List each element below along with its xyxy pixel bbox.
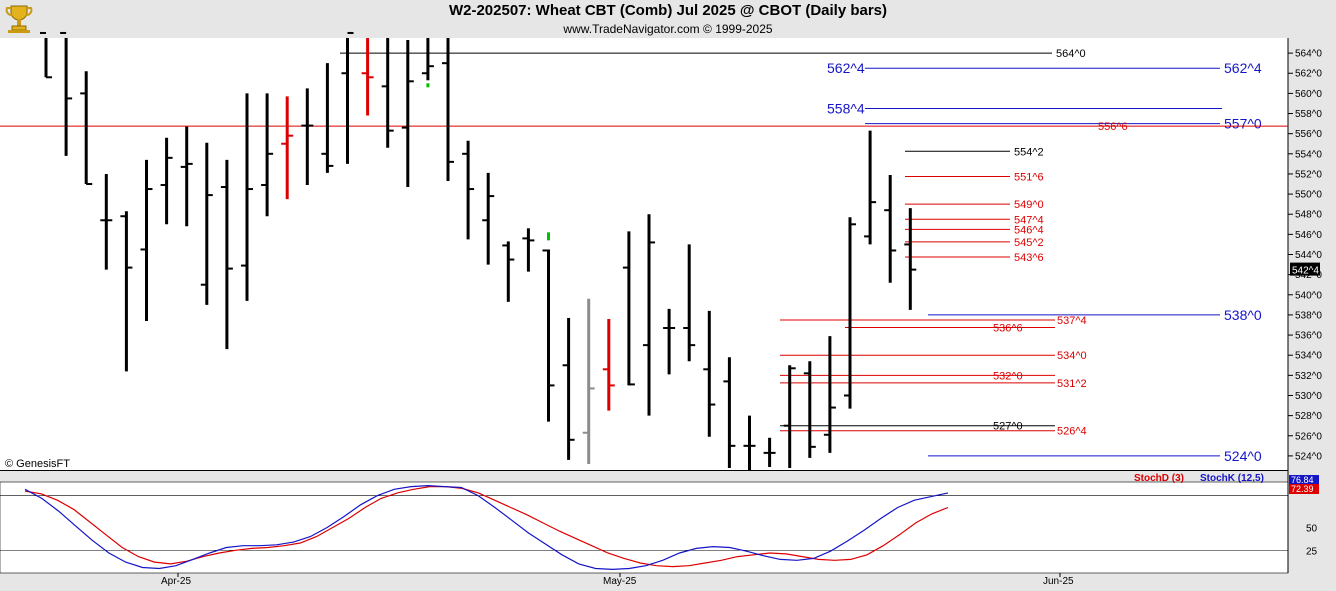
price-tick-label: 552^0 bbox=[1295, 169, 1322, 180]
level-label: 547^4 bbox=[1014, 214, 1044, 226]
price-tick-label: 556^0 bbox=[1295, 129, 1322, 140]
stoch-k-value: 76.84 bbox=[1291, 475, 1314, 485]
price-tick-label: 528^0 bbox=[1295, 411, 1322, 422]
stoch-tick-label: 25 bbox=[1306, 546, 1318, 557]
ohlc-bars bbox=[40, 31, 917, 470]
level-label: 536^6 bbox=[993, 323, 1023, 335]
stoch-legend-k: StochK (12,5) bbox=[1200, 473, 1264, 484]
price-tick-label: 544^0 bbox=[1295, 250, 1322, 261]
price-tick-label: 534^0 bbox=[1295, 351, 1322, 362]
time-tick-label: May-25 bbox=[603, 576, 637, 587]
level-label: 551^6 bbox=[1014, 171, 1044, 183]
level-label: 557^0 bbox=[1224, 116, 1262, 132]
price-tick-label: 530^0 bbox=[1295, 391, 1322, 402]
price-tick-label: 532^0 bbox=[1295, 371, 1322, 382]
price-tick-label: 536^0 bbox=[1295, 331, 1322, 342]
last-price-label: 542^4 bbox=[1292, 266, 1319, 277]
price-tick-label: 526^0 bbox=[1295, 431, 1322, 442]
green-marker bbox=[426, 83, 430, 88]
price-tick-label: 548^0 bbox=[1295, 210, 1322, 221]
price-panel bbox=[0, 38, 1288, 470]
price-tick-label: 538^0 bbox=[1295, 310, 1322, 321]
chart-title: W2-202507: Wheat CBT (Comb) Jul 2025 @ C… bbox=[448, 2, 888, 19]
price-tick-label: 542^0 bbox=[1295, 270, 1322, 281]
price-tick-label: 564^0 bbox=[1295, 49, 1322, 60]
level-label: 534^0 bbox=[1057, 350, 1087, 362]
level-label: 543^6 bbox=[1014, 252, 1044, 264]
stoch-line bbox=[24, 486, 949, 568]
price-tick-label: 562^0 bbox=[1295, 69, 1322, 80]
level-label: 564^0 bbox=[1056, 48, 1086, 60]
level-label: 526^4 bbox=[1057, 426, 1087, 438]
price-axis: 564^0 562^0 560^0 558^0 556^0 554^0 552^0 550^0… bbox=[1288, 49, 1322, 462]
level-label: 532^0 bbox=[993, 370, 1023, 382]
price-tick-label: 540^0 bbox=[1295, 290, 1322, 301]
level-label: 527^0 bbox=[993, 421, 1023, 433]
level-label: 562^4 bbox=[827, 60, 865, 76]
stochastic-lines bbox=[24, 484, 949, 571]
level-label: 537^4 bbox=[1057, 315, 1087, 327]
level-label: 531^2 bbox=[1057, 378, 1087, 390]
price-tick-label: 560^0 bbox=[1295, 89, 1322, 100]
level-label: 546^4 bbox=[1014, 224, 1044, 236]
stoch-tick-label: 50 bbox=[1306, 524, 1318, 535]
level-label: 562^4 bbox=[1224, 60, 1262, 76]
level-label: 556^6 bbox=[1098, 121, 1128, 133]
time-tick-label: Apr-25 bbox=[161, 576, 191, 587]
time-tick-label: Jun-25 bbox=[1043, 576, 1074, 587]
chart-subtitle: www.TradeNavigator.com © 1999-2025 bbox=[563, 22, 773, 36]
price-tick-label: 558^0 bbox=[1295, 109, 1322, 120]
level-label: 549^0 bbox=[1014, 199, 1044, 211]
indicator-panel bbox=[0, 481, 1289, 574]
level-label: 538^0 bbox=[1224, 307, 1262, 323]
level-label: 558^4 bbox=[827, 100, 865, 116]
stoch-d-value-box bbox=[1289, 484, 1319, 494]
price-tick-label: 546^0 bbox=[1295, 230, 1322, 241]
copyright-label: © GenesisFT bbox=[5, 458, 70, 470]
trophy-logo-icon bbox=[5, 5, 33, 33]
time-axis: Apr-25 May-25 Jun-25 bbox=[161, 573, 1074, 587]
level-label: 554^2 bbox=[1014, 146, 1044, 158]
stoch-k-value-box bbox=[1289, 475, 1319, 484]
level-lines: 564^0 562^4 562^4 558^4 557^0 556^6 554^2 551^6… bbox=[0, 48, 1288, 464]
stoch-line bbox=[24, 484, 949, 571]
green-marker bbox=[547, 232, 550, 241]
stoch-d-value: 72.39 bbox=[1291, 484, 1314, 494]
price-tick-label: 554^0 bbox=[1295, 149, 1322, 160]
level-label: 545^2 bbox=[1014, 237, 1044, 249]
stoch-legend-d: StochD (3) bbox=[1134, 473, 1184, 484]
last-price-box bbox=[1290, 262, 1320, 276]
price-tick-label: 550^0 bbox=[1295, 190, 1322, 201]
level-label: 524^0 bbox=[1224, 448, 1262, 464]
price-tick-label: 524^0 bbox=[1295, 451, 1322, 462]
